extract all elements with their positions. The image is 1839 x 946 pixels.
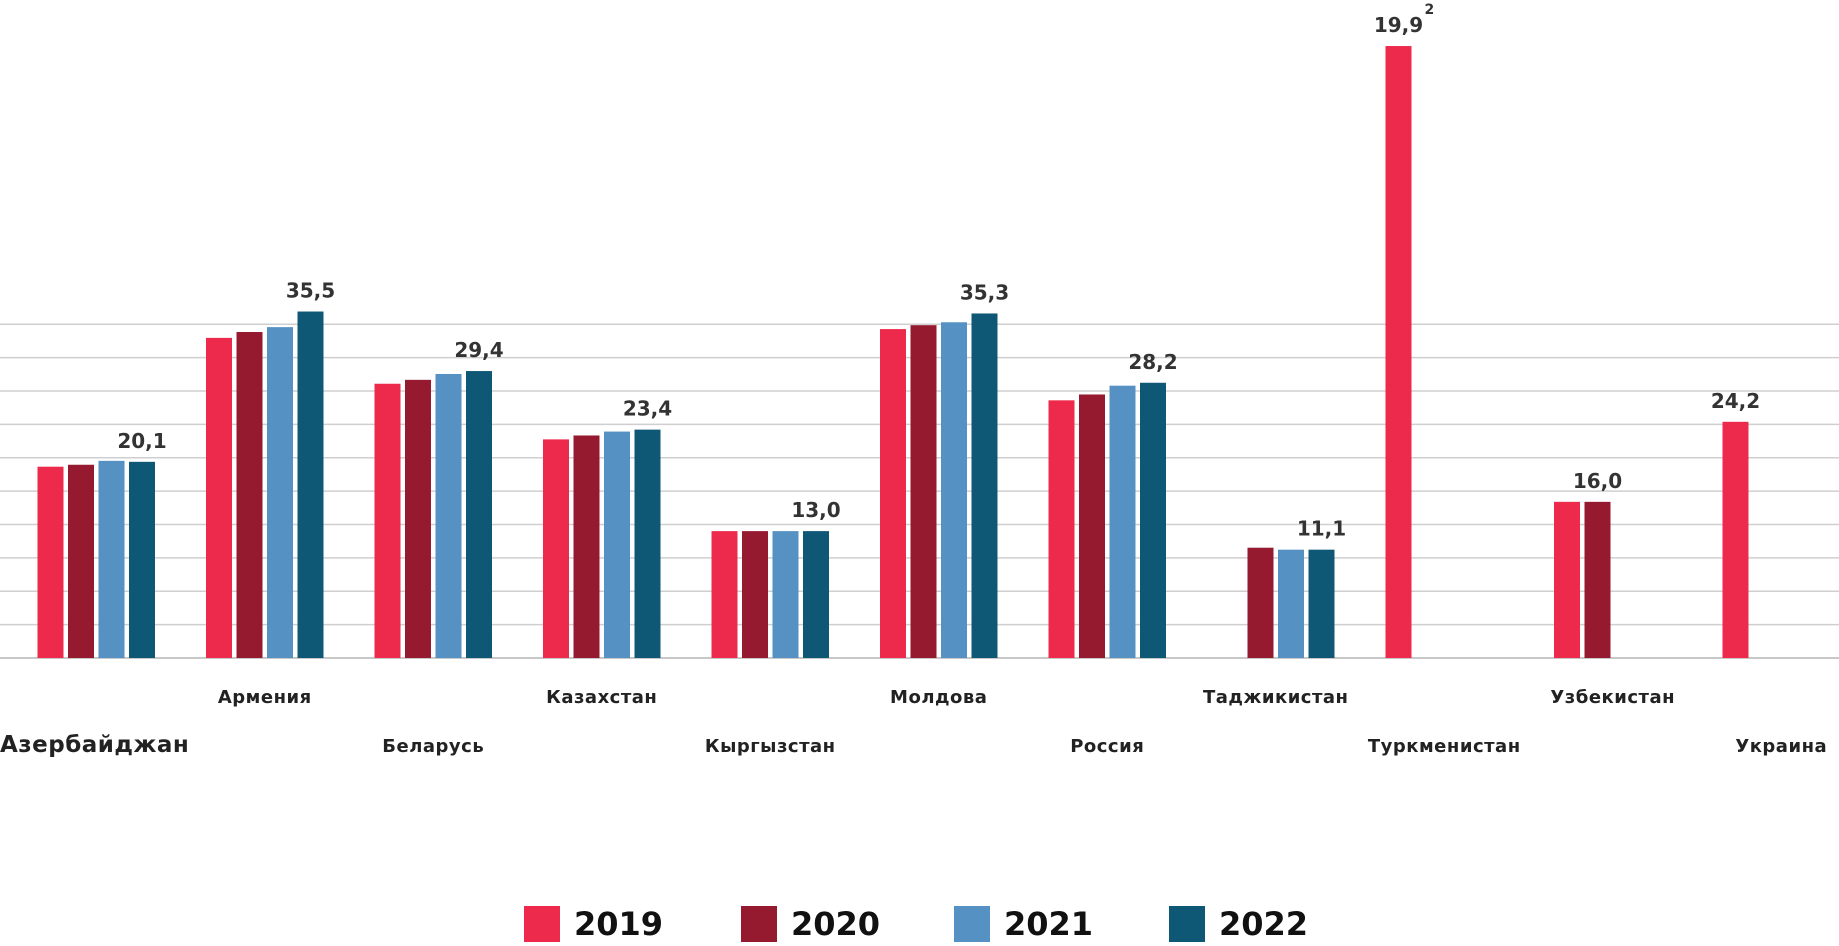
category-label: Узбекистан: [1550, 687, 1675, 708]
data-label: 20,1: [117, 429, 166, 453]
category-label: Молдова: [890, 687, 987, 708]
bar-2020: [236, 332, 263, 658]
bar-2019: [206, 337, 232, 658]
category-label: Кыргызстан: [705, 736, 836, 757]
data-label: 13,0: [791, 498, 840, 522]
bar-2019: [1385, 46, 1412, 659]
legend-swatch-2020: [741, 906, 777, 942]
legend-label: 2019: [574, 905, 664, 943]
bar-chart: 20,1Азербайджан35,5Армения29,4Беларусь23…: [0, 2, 1839, 758]
data-label: 11,1: [1297, 517, 1346, 541]
data-label: 29,4: [454, 338, 503, 362]
bar-2022: [803, 531, 829, 658]
bar-2022: [466, 371, 492, 658]
bar-2021: [435, 373, 462, 658]
category-label: Таджикистан: [1203, 687, 1349, 708]
footnote-marker: 2: [1425, 2, 1435, 18]
legend-swatch-2022: [1169, 906, 1205, 942]
data-label: 35,5: [286, 279, 335, 303]
bar-2021: [1278, 549, 1304, 658]
legend-swatch-2021: [954, 906, 990, 942]
bar-2020: [1584, 501, 1611, 658]
bar-2020: [573, 435, 600, 658]
bar-2020: [910, 325, 937, 658]
data-label: 16,0: [1573, 469, 1622, 493]
bar-2019: [37, 466, 64, 658]
legend-item-2020: 2020: [741, 905, 880, 943]
data-label: 35,3: [960, 280, 1009, 304]
legend: 2019 2020 2021 2022: [0, 905, 1839, 945]
bar-2020: [1079, 394, 1105, 658]
bar-2022: [129, 461, 155, 658]
legend-item-2019: 2019: [524, 905, 663, 943]
bar-2019: [543, 439, 569, 658]
data-label: 23,4: [623, 397, 672, 421]
bar-2021: [98, 460, 125, 658]
data-label: 19,9: [1374, 13, 1423, 37]
bar-2020: [405, 379, 431, 658]
category-label: Туркменистан: [1368, 736, 1521, 757]
bar-2022: [297, 311, 324, 658]
bar-2020: [68, 464, 94, 658]
bar-2021: [941, 322, 967, 658]
bar-2022: [634, 429, 661, 658]
bar-2020: [742, 531, 768, 658]
bar-2019: [374, 383, 401, 658]
bar-2022: [1308, 549, 1335, 658]
data-label: 28,2: [1128, 350, 1177, 374]
bar-2021: [772, 531, 799, 658]
category-label: Украина: [1735, 736, 1827, 757]
bar-2019: [1722, 421, 1749, 658]
category-label: Армения: [218, 687, 312, 708]
legend-item-2021: 2021: [954, 905, 1093, 943]
bar-2019: [880, 329, 906, 658]
data-label: 24,2: [1711, 389, 1760, 413]
bar-2019: [1554, 501, 1580, 658]
category-label: Россия: [1070, 736, 1144, 757]
bar-2022: [971, 313, 998, 658]
bar-2022: [1140, 382, 1166, 658]
bar-2021: [604, 431, 630, 658]
bar-2021: [1109, 385, 1136, 658]
bar-2019: [711, 531, 738, 658]
bar-2021: [267, 327, 293, 658]
category-label: Казахстан: [546, 687, 657, 708]
bar-2019: [1048, 400, 1075, 658]
legend-label: 2021: [1004, 905, 1094, 943]
legend-label: 2020: [791, 905, 881, 943]
category-label: Беларусь: [382, 736, 484, 757]
bar-2020: [1247, 547, 1274, 658]
legend-label: 2022: [1219, 905, 1309, 943]
category-label: Азербайджан: [0, 732, 189, 758]
legend-swatch-2019: [524, 906, 560, 942]
legend-item-2022: 2022: [1169, 905, 1308, 943]
